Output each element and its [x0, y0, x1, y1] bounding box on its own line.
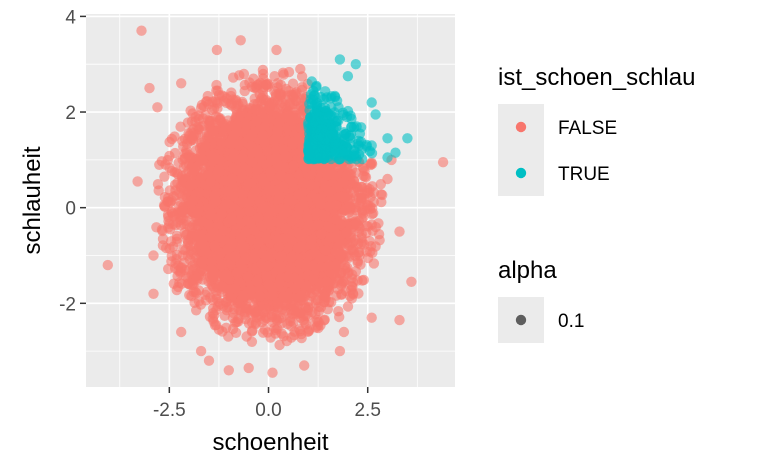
data-point-false: [159, 171, 170, 182]
data-point-false: [153, 185, 164, 196]
data-point-false: [193, 296, 205, 307]
data-point-false: [185, 105, 196, 116]
series-false-points: [102, 25, 449, 378]
data-point-false: [200, 289, 211, 300]
data-point-false: [257, 64, 269, 76]
